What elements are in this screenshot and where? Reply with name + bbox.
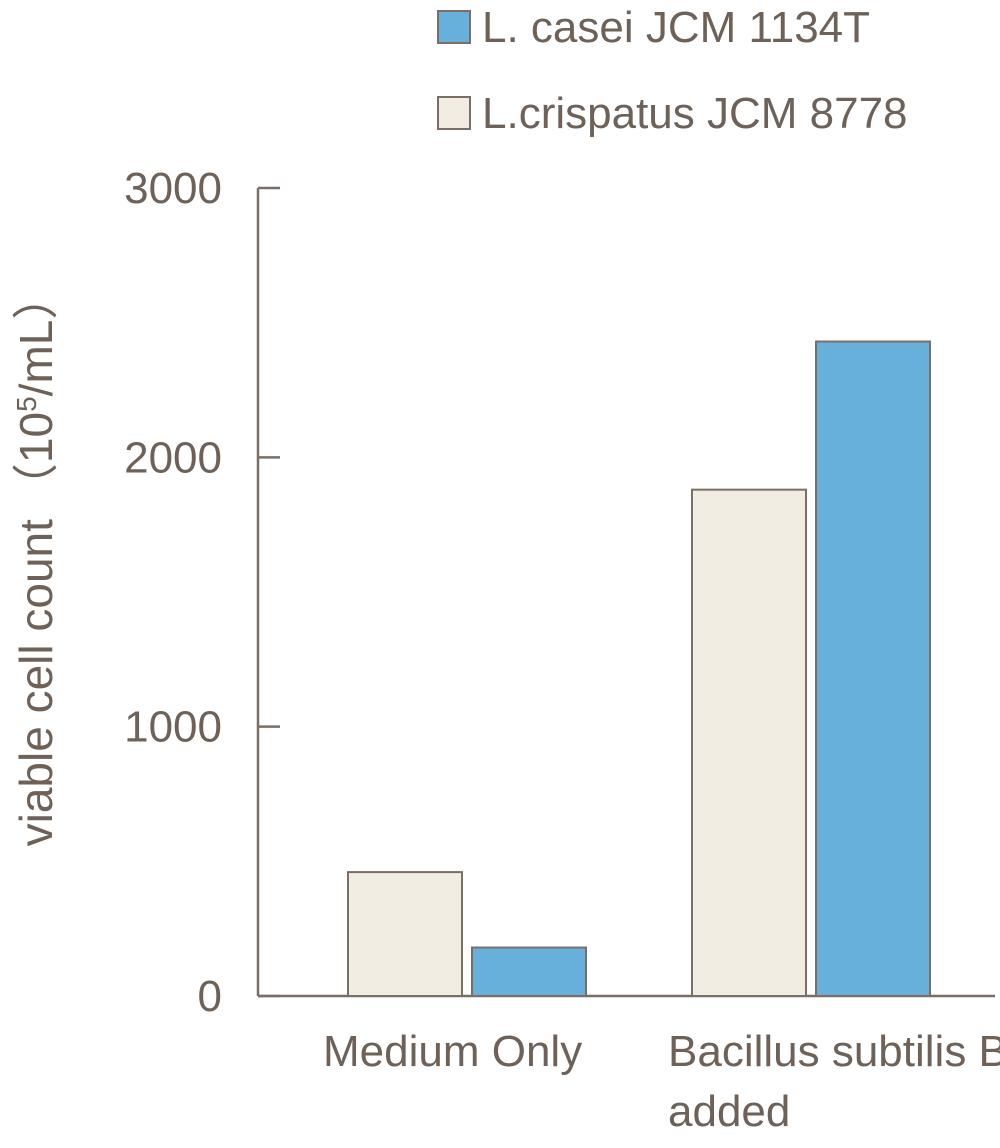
y-tick-label: 3000 [124, 164, 222, 213]
bar [471, 946, 587, 998]
legend-swatch [437, 96, 471, 130]
y-axis-label-unit-prefix: （10 [10, 412, 62, 509]
y-tick-label: 2000 [124, 433, 222, 482]
x-tick-label: Medium Only [323, 1027, 582, 1076]
svg-text:viable cell count（105/mL）: viable cell count （105/mL） [10, 274, 62, 847]
x-tick-labels: Medium Only Bacillus subtilis BN added [323, 1027, 1000, 1136]
y-axis-label-unit-exponent: 5 [11, 396, 42, 412]
legend: L. casei JCM 1134T L.crispatus JCM 8778 [437, 3, 908, 138]
legend-swatch [437, 10, 471, 44]
legend-label: L. casei JCM 1134T [482, 3, 870, 52]
bars [347, 340, 931, 998]
legend-label: L.crispatus JCM 8778 [482, 89, 908, 138]
y-ticks: 0 1000 2000 3000 [124, 164, 280, 1021]
bar [815, 340, 931, 997]
y-tick-label: 1000 [124, 703, 222, 752]
x-tick-label: added [668, 1087, 790, 1136]
y-axis-label-unit-suffix: /mL） [10, 274, 62, 397]
y-tick-label: 0 [198, 972, 222, 1021]
x-tick-label: Bacillus subtilis BN [668, 1027, 1000, 1076]
bar [691, 488, 807, 997]
bar [347, 871, 463, 998]
y-axis-label-main: viable cell count [10, 519, 62, 847]
y-axis-label: viable cell count （105/mL） [10, 274, 62, 847]
